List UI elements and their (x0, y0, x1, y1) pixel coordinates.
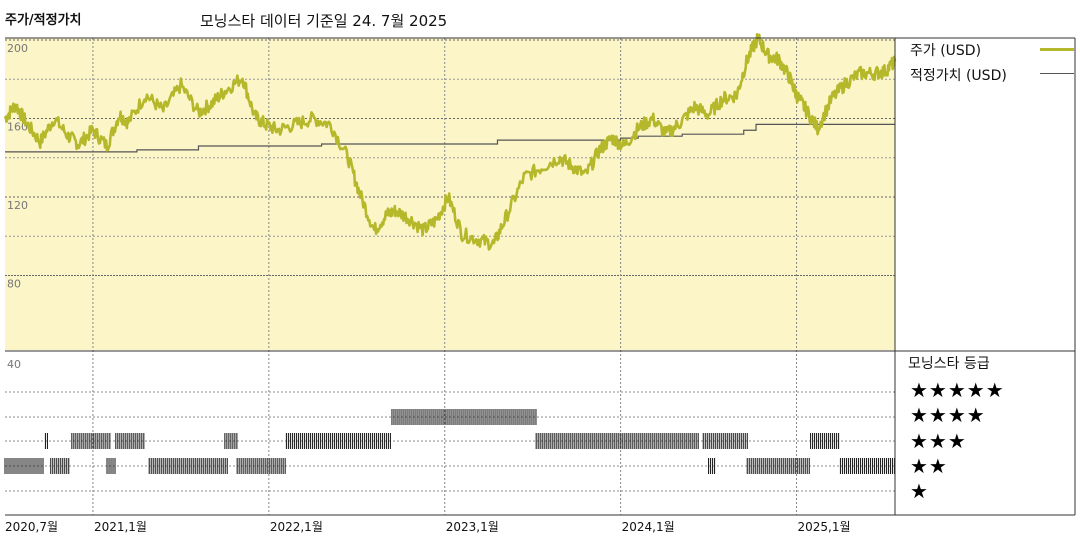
legend-price-swatch (1040, 48, 1074, 51)
rating-segment-2-stars (148, 458, 228, 474)
data-date-subtitle: 모닝스타 데이터 기준일 24. 7월 2025 (200, 12, 448, 30)
y-tick-label: 120 (7, 199, 28, 212)
y-tick-label: 40 (7, 358, 21, 371)
rating-segment-2-stars (50, 458, 70, 474)
x-tick-label: 2022,1월 (270, 520, 323, 534)
x-tick-label: 2023,1월 (446, 520, 499, 534)
rating-3-stars: ★★★ (910, 429, 967, 453)
legend-fair-label: 적정가치 (USD) (910, 68, 1007, 84)
rating-segment-3-stars (285, 433, 391, 449)
legend-fair-swatch (1040, 73, 1074, 74)
rating-title: 모닝스타 등급 (908, 356, 990, 372)
rating-segment-3-stars (224, 433, 238, 449)
rating-segment-4-stars (391, 409, 537, 425)
y-tick-label: 80 (7, 278, 21, 291)
rating-segment-3-stars (44, 433, 49, 449)
rating-segment-3-stars (702, 433, 748, 449)
x-tick-label: 2025,1월 (798, 520, 851, 534)
rating-segment-3-stars (810, 433, 840, 449)
price-line (3, 33, 897, 251)
rating-1-star: ★ (910, 479, 929, 503)
x-tick-label: 2021,1월 (94, 520, 147, 534)
rating-segment-2-stars (4, 458, 44, 474)
chart-title: 주가/적정가치 (5, 13, 82, 28)
rating-5-stars: ★★★★★ (910, 378, 1005, 402)
rating-segment-2-stars (839, 458, 896, 474)
rating-segment-2-stars (708, 458, 716, 474)
x-tick-label: 2024,1월 (622, 520, 675, 534)
rating-segment-2-stars (106, 458, 116, 474)
fair-value-line (5, 123, 895, 153)
legend-price-label: 주가 (USD) (910, 43, 982, 59)
rating-2-stars: ★★ (910, 454, 948, 478)
rating-4-stars: ★★★★ (910, 403, 986, 427)
legend-price: 주가 (USD) (910, 40, 1074, 60)
legend-fair: 적정가치 (USD) (910, 65, 1074, 85)
rating-segment-3-stars (115, 433, 145, 449)
rating-segment-2-stars (236, 458, 286, 474)
rating-segment-3-stars (535, 433, 699, 449)
rating-segment-3-stars (71, 433, 111, 449)
rating-segment-2-stars (746, 458, 810, 474)
y-tick-label: 200 (7, 42, 28, 55)
x-tick-label: 2020,7월 (5, 520, 58, 534)
